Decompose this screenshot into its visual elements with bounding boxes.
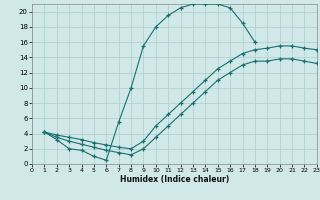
X-axis label: Humidex (Indice chaleur): Humidex (Indice chaleur)	[120, 175, 229, 184]
